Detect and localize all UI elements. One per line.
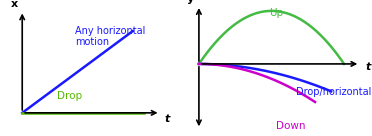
Text: x: x bbox=[10, 0, 17, 9]
Text: Up: Up bbox=[269, 8, 283, 18]
Text: y: y bbox=[187, 0, 195, 4]
Text: t: t bbox=[365, 62, 371, 72]
Text: Drop: Drop bbox=[57, 91, 82, 101]
Text: Any horizontal
motion: Any horizontal motion bbox=[75, 26, 145, 47]
Text: Down: Down bbox=[276, 121, 306, 131]
Text: Drop/horizontal: Drop/horizontal bbox=[296, 87, 371, 97]
Text: t: t bbox=[165, 114, 170, 124]
